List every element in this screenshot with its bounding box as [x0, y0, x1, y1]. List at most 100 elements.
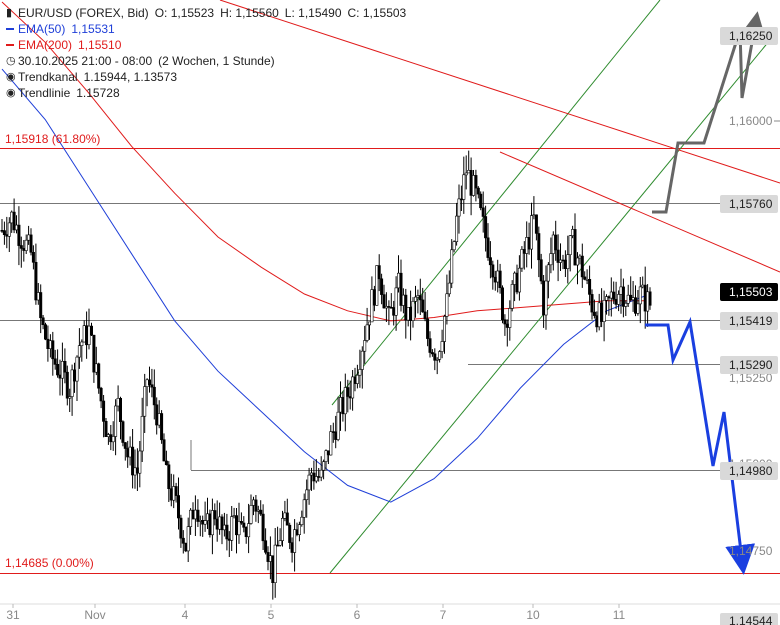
candle	[445, 274, 449, 325]
candle	[602, 290, 606, 342]
candle	[455, 202, 459, 246]
candle	[51, 331, 55, 376]
legend-ema200-row: EMA(200) 1,15510	[6, 37, 406, 53]
candle	[331, 422, 335, 443]
candle	[372, 285, 376, 312]
y-tick-label: 1,14750	[729, 544, 773, 558]
ema50-value: 1,15531	[71, 22, 115, 36]
resistance-line-long	[219, 0, 780, 184]
candle	[561, 254, 565, 270]
candle	[295, 522, 299, 537]
candle	[336, 396, 340, 442]
timeframe: (2 Wochen, 1 Stunde)	[158, 54, 275, 68]
candle	[196, 499, 200, 527]
candle	[268, 536, 272, 580]
candle	[208, 509, 212, 538]
candle	[80, 339, 84, 362]
candle	[604, 294, 608, 315]
x-tick-label: 7	[440, 608, 447, 622]
legend-trendkanal-row: ◉ Trendkanal 1.15944, 1.13573	[6, 69, 406, 85]
candle	[73, 362, 77, 393]
candle	[121, 420, 125, 447]
candle	[433, 348, 437, 371]
candle	[87, 308, 91, 350]
candle	[498, 263, 502, 294]
candle	[343, 373, 347, 432]
projection-up-path	[652, 11, 768, 214]
candle	[5, 216, 9, 249]
candle	[119, 396, 123, 440]
candle	[300, 510, 304, 527]
candle	[590, 289, 594, 320]
candle	[626, 284, 630, 307]
candle	[39, 284, 43, 334]
candle	[2, 221, 6, 245]
candle	[102, 395, 106, 438]
candle	[394, 276, 398, 331]
candle	[164, 450, 168, 466]
ema200-swatch-icon	[6, 44, 14, 47]
candle	[162, 433, 166, 462]
candle	[544, 265, 548, 330]
candle	[27, 225, 31, 245]
candle	[179, 514, 183, 548]
candle	[186, 517, 190, 562]
low-value: L: 1,15490	[284, 6, 342, 20]
candle	[617, 290, 621, 312]
candle	[428, 331, 432, 358]
candle	[416, 289, 420, 314]
svg-text:1,15290: 1,15290	[729, 358, 773, 372]
ema200-value: 1,15510	[78, 38, 122, 52]
candle	[254, 495, 258, 522]
candle	[10, 210, 14, 233]
candle	[252, 496, 256, 516]
candle	[140, 397, 144, 462]
candle	[481, 191, 485, 233]
open-value: O: 1,15523	[154, 6, 215, 20]
candle	[53, 349, 57, 370]
candle	[539, 253, 543, 285]
candle	[474, 169, 478, 202]
candle	[283, 500, 287, 522]
candle	[404, 288, 408, 339]
candle	[619, 268, 623, 314]
candle	[249, 494, 253, 525]
candle	[184, 542, 188, 553]
svg-text:1,14544: 1,14544	[729, 614, 773, 625]
candle	[467, 150, 471, 174]
candle	[70, 364, 74, 416]
candle	[438, 350, 442, 363]
candle	[288, 522, 292, 550]
candle	[571, 225, 575, 239]
y-tick-label: 1,16000	[729, 114, 773, 128]
candle	[636, 290, 640, 316]
candle	[527, 222, 531, 255]
symbol-label: EUR/USD (FOREX, Bid)	[18, 6, 149, 20]
candle	[392, 300, 396, 326]
candle	[167, 461, 171, 502]
candle	[319, 456, 323, 482]
candle	[12, 198, 16, 234]
candle	[479, 191, 483, 211]
candlestick-series	[0, 150, 652, 600]
candle	[500, 285, 504, 324]
candle	[396, 255, 400, 293]
candle	[314, 459, 318, 484]
candle	[442, 314, 446, 354]
candle	[307, 467, 311, 505]
candle	[237, 502, 241, 544]
trendlinie-label: Trendlinie	[18, 86, 71, 100]
candle	[537, 226, 541, 278]
candle	[648, 287, 652, 310]
x-tick-label: 31	[6, 608, 20, 622]
candle	[82, 320, 86, 343]
candle	[517, 255, 521, 301]
candle	[203, 501, 207, 532]
candle	[556, 234, 560, 282]
candle	[426, 310, 430, 347]
target-icon: ◉	[6, 71, 16, 83]
candle	[218, 502, 222, 535]
candle	[546, 262, 550, 299]
high-value: H: 1,15560	[220, 6, 279, 20]
